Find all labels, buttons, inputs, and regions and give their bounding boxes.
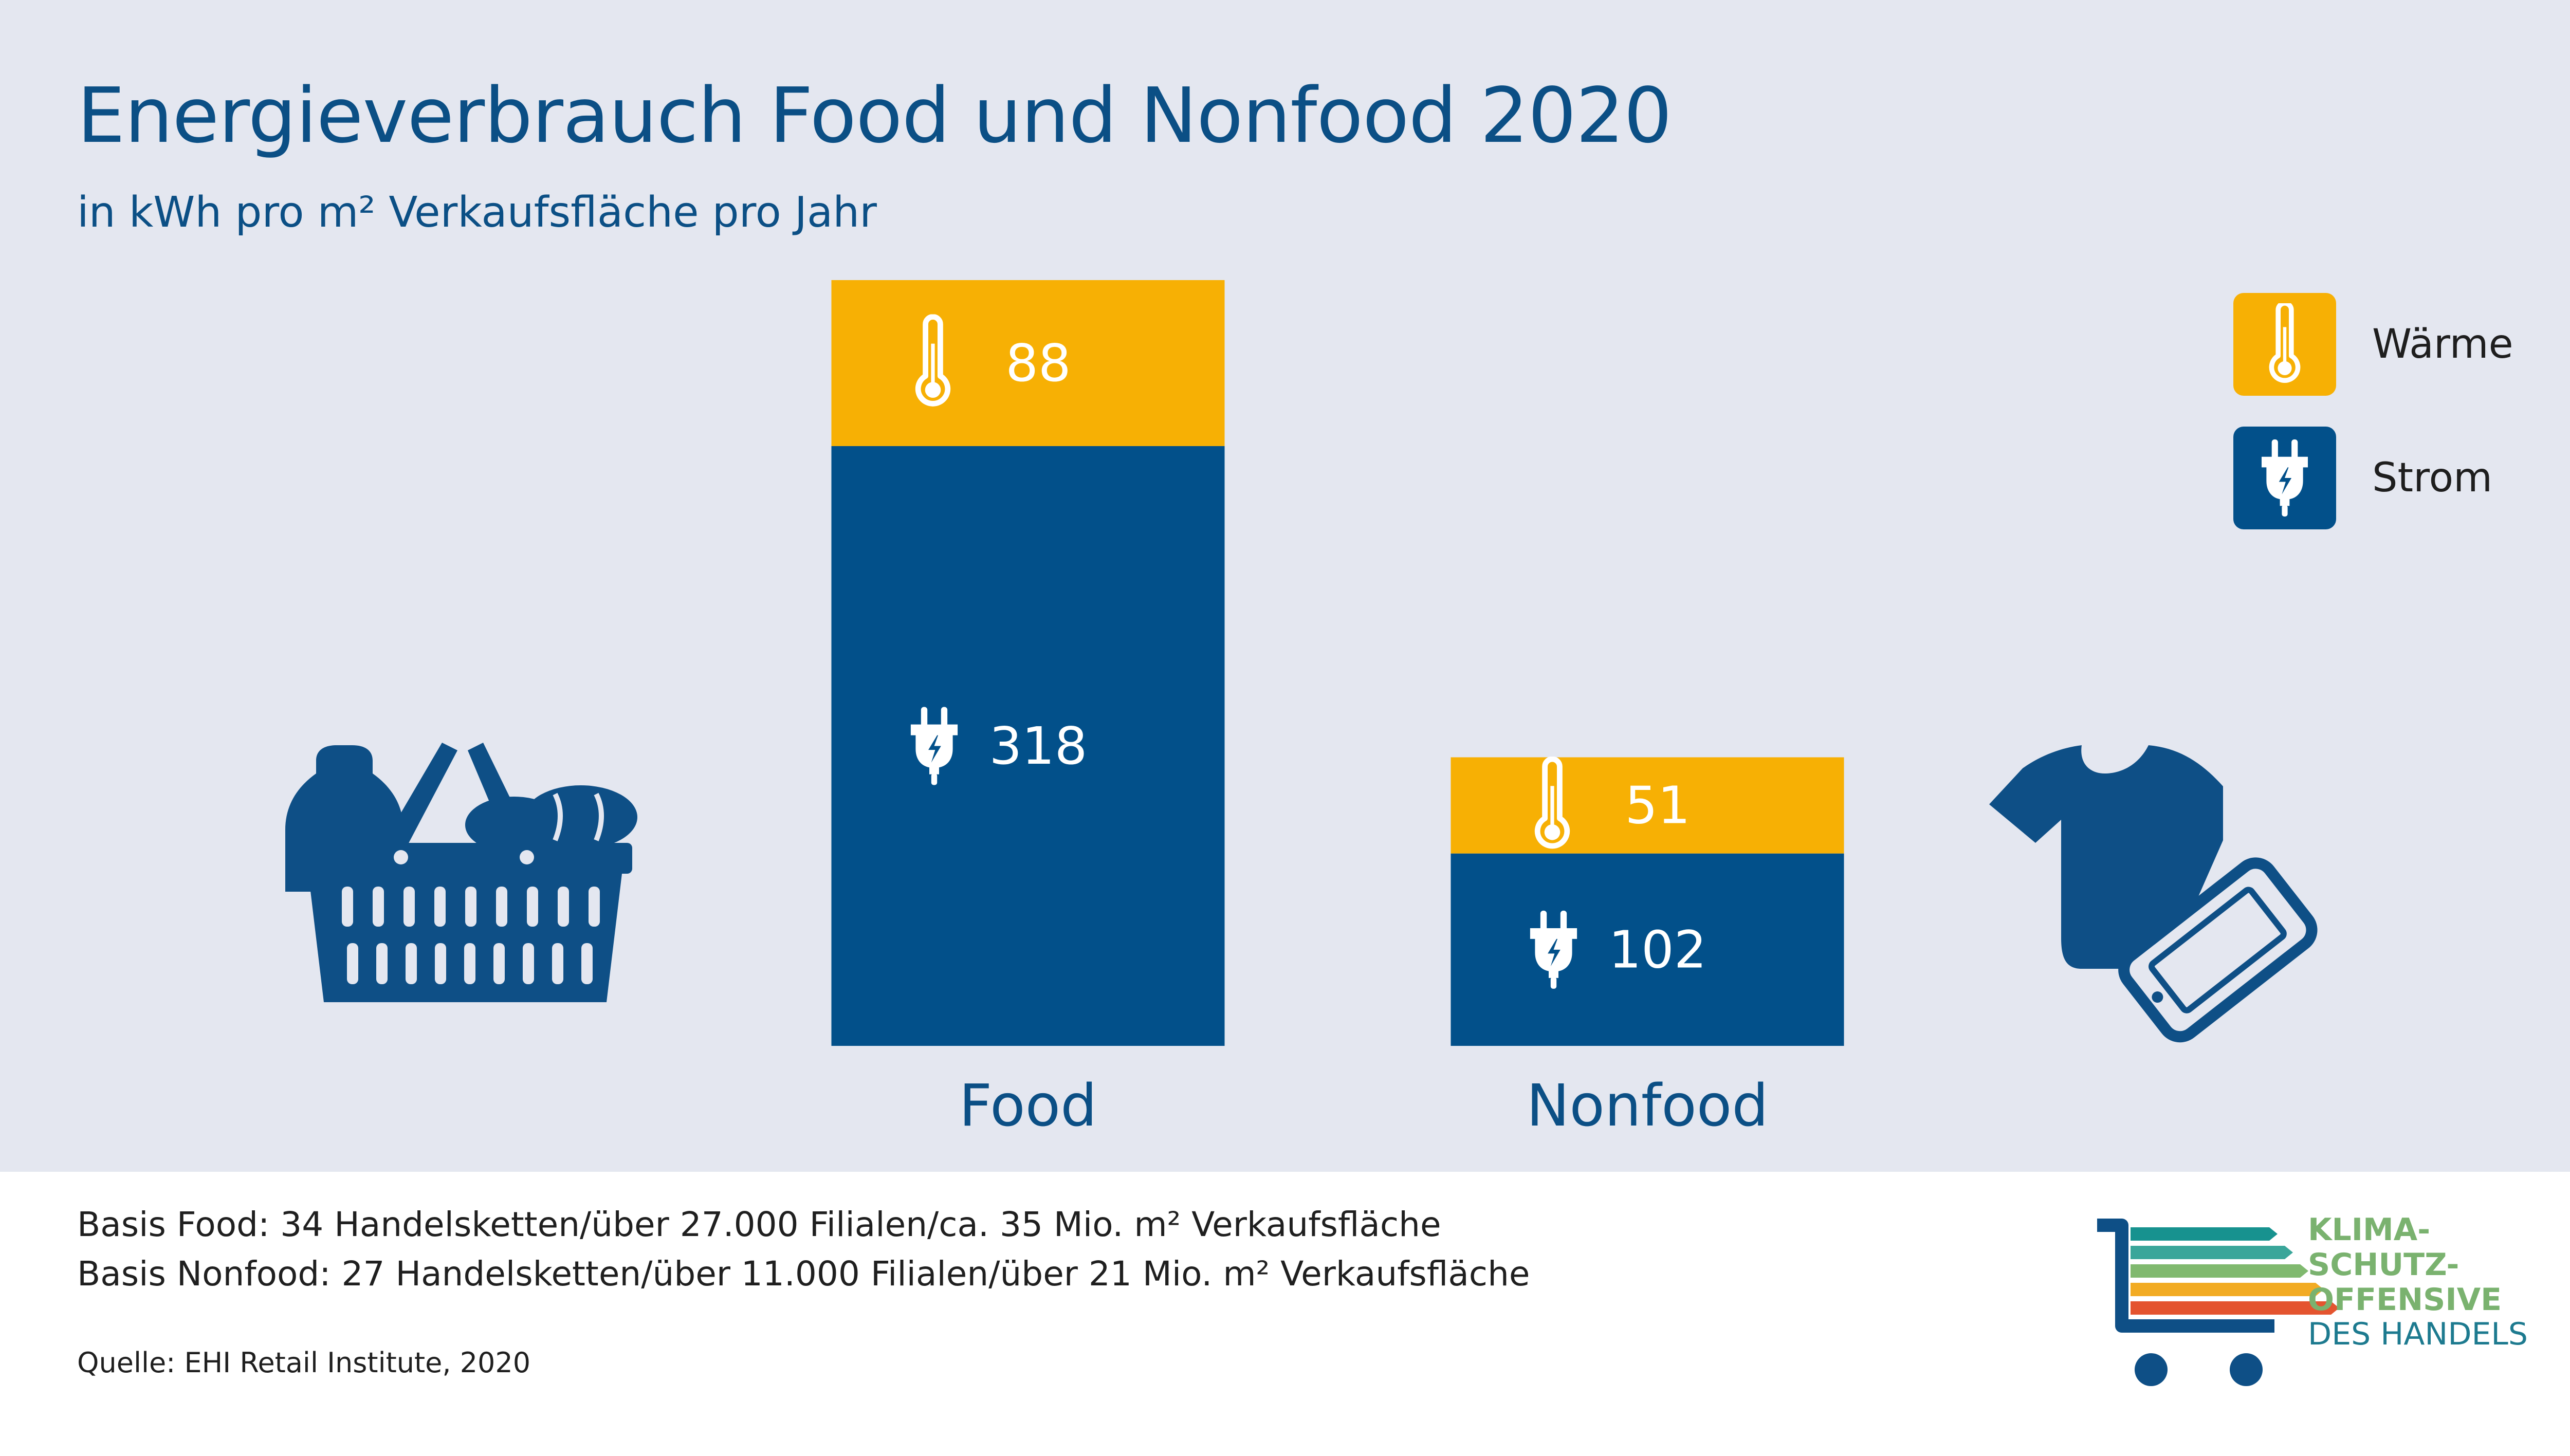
logo-energy-bar xyxy=(2131,1301,2339,1315)
category-label-nonfood: Nonfood xyxy=(1527,1073,1769,1139)
logo-energy-bar xyxy=(2131,1264,2308,1278)
food-strom-bar xyxy=(831,446,1225,1046)
logo-energy-bar xyxy=(2131,1227,2278,1241)
nonfood-strom-value-label: 102 xyxy=(1609,919,1707,980)
logo-energy-bar xyxy=(2131,1283,2324,1296)
legend-item-waerme: Wärme xyxy=(2233,293,2513,396)
food-waerme-value-label: 88 xyxy=(1005,333,1071,393)
logo-line-1: KLIMA- xyxy=(2308,1212,2431,1248)
nonfood-waerme-value-label: 51 xyxy=(1625,776,1690,836)
legend-label-strom: Strom xyxy=(2372,455,2493,501)
basis-nonfood-note: Basis Nonfood: 27 Handelsketten/über 11.… xyxy=(77,1254,1530,1294)
food-strom-value-label: 318 xyxy=(989,716,1088,776)
logo-energy-bar xyxy=(2131,1246,2293,1259)
plug-icon xyxy=(2233,427,2336,529)
tshirt-and-phone-icon xyxy=(1989,745,2318,1043)
category-label-food: Food xyxy=(959,1073,1097,1139)
nonfood-strom-bar xyxy=(1451,853,1844,1046)
basket-icon xyxy=(285,743,637,1002)
legend-label-waerme: Wärme xyxy=(2372,321,2513,367)
logo-line-2: SCHUTZ- xyxy=(2308,1246,2459,1283)
source-note: Quelle: EHI Retail Institute, 2020 xyxy=(77,1347,531,1379)
footer-basis: Basis Food: 34 Handelsketten/über 27.000… xyxy=(77,1200,1530,1298)
logo-wordmark: KLIMA- SCHUTZ- OFFENSIVE DES HANDELS xyxy=(2308,1212,2528,1353)
legend-item-strom: Strom xyxy=(2233,427,2492,529)
chart-panel: Energieverbrauch Food und Nonfood 2020 i… xyxy=(0,0,2570,1172)
chart-title: Energieverbrauch Food und Nonfood 2020 xyxy=(77,71,1672,160)
cart-logo-icon xyxy=(2097,1219,2339,1386)
logo-line-3: OFFENSIVE xyxy=(2308,1281,2502,1318)
bars-layer: 318 88 Food 102 51 Nonfood xyxy=(831,280,1844,1139)
food-waerme-bar xyxy=(831,280,1225,446)
logo-line-4: DES HANDELS xyxy=(2308,1316,2528,1353)
smartphone-icon xyxy=(2118,857,2318,1043)
chart-subtitle: in kWh pro m² Verkaufsfläche pro Jahr xyxy=(77,188,877,237)
basis-food-note: Basis Food: 34 Handelsketten/über 27.000… xyxy=(77,1205,1441,1244)
stacked-bar-chart: 318 88 Food 102 51 Nonfood xyxy=(285,280,2318,1139)
thermometer-icon xyxy=(2233,293,2336,396)
nonfood-waerme-bar xyxy=(1451,757,1844,854)
